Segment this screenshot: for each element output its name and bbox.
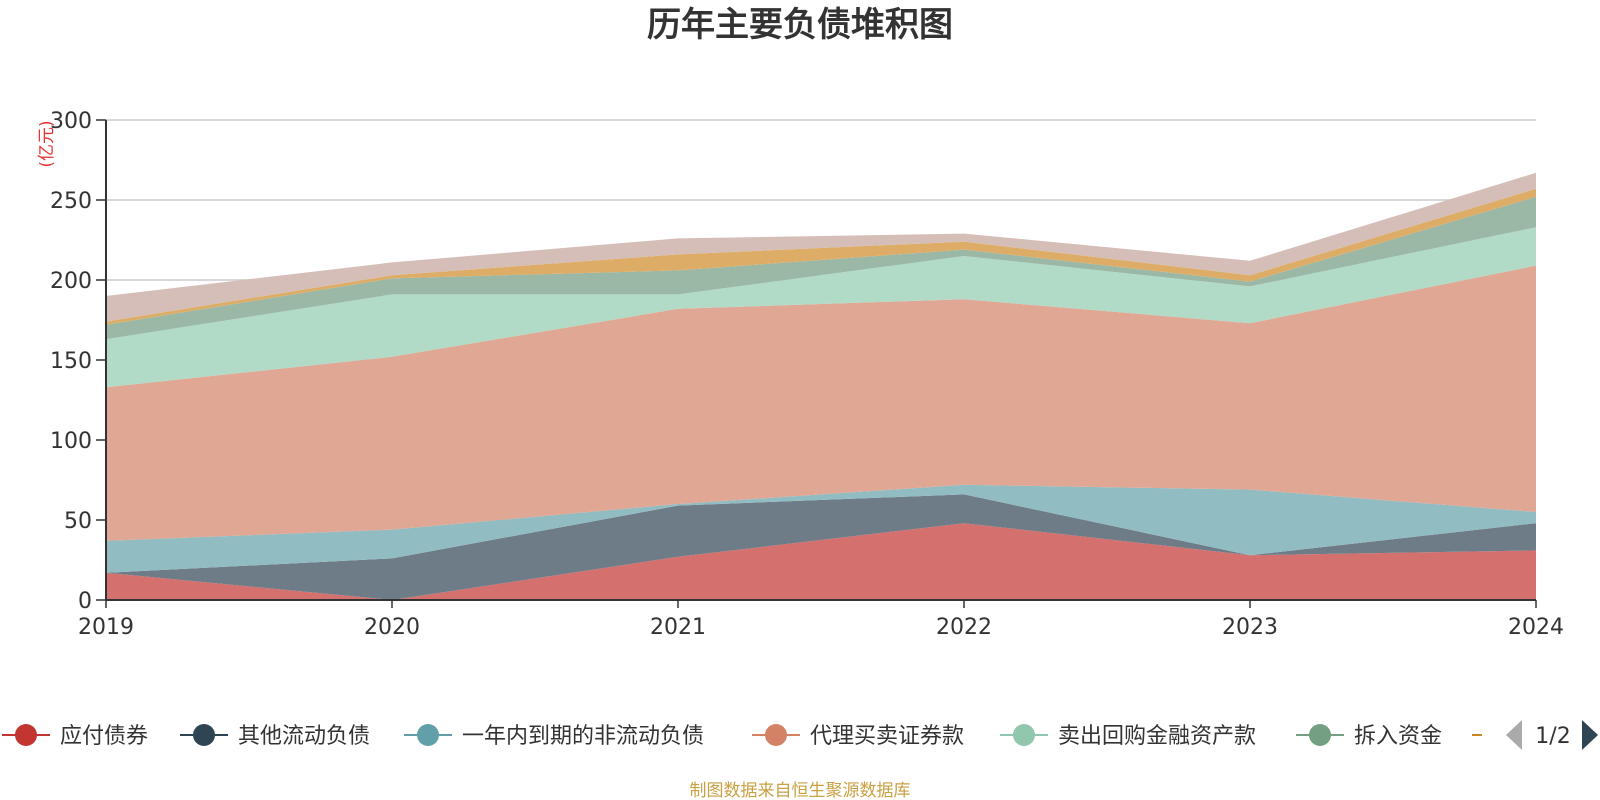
- y-tick-label: 50: [64, 509, 92, 534]
- y-tick-label: 250: [50, 189, 92, 214]
- x-tick-label: 2021: [650, 615, 706, 640]
- area-series-6: [106, 196, 1536, 340]
- legend-marker: [1309, 724, 1331, 746]
- y-tick-label: 150: [50, 349, 92, 374]
- legend-marker: [193, 724, 215, 746]
- legend-label: 拆入资金: [1354, 724, 1442, 749]
- area-series-3: [106, 484, 1536, 573]
- area-series-5: [106, 227, 1536, 388]
- legend-label: 代理买卖证券款: [810, 724, 964, 749]
- legend-item-5[interactable]: 卖出回购金融资产款: [1000, 724, 1256, 749]
- legend-label: 一年内到期的非流动负债: [462, 724, 704, 749]
- area-series-1: [106, 523, 1536, 600]
- x-tick-label: 2019: [78, 615, 134, 640]
- y-tick-label: 200: [50, 269, 92, 294]
- y-tick-label: 0: [78, 589, 92, 614]
- legend-page-indicator: 1/2: [1535, 724, 1570, 749]
- legend-marker: [15, 724, 37, 746]
- area-series-8: [106, 172, 1536, 322]
- legend-prev-icon[interactable]: [1506, 720, 1522, 750]
- legend-label: 应付债券: [60, 724, 148, 749]
- legend-item-2[interactable]: 其他流动负债: [180, 724, 370, 749]
- source-note: 制图数据来自恒生聚源数据库: [690, 781, 911, 800]
- legend-next-icon[interactable]: [1582, 720, 1598, 750]
- area-series-2: [106, 494, 1536, 600]
- legend-item-1[interactable]: 应付债券: [2, 724, 148, 749]
- legend-item-3[interactable]: 一年内到期的非流动负债: [404, 724, 704, 749]
- y-axis-unit: (亿元): [37, 120, 57, 167]
- legend-marker: [417, 724, 439, 746]
- legend-item-6[interactable]: 拆入资金: [1296, 724, 1442, 749]
- area-series-4: [106, 265, 1536, 541]
- legend: 应付债券 其他流动负债 一年内到期的非流动负债 代理买卖证券款 卖出回购金融资产款 拆入资…: [2, 720, 1598, 750]
- area-series-7: [106, 188, 1536, 325]
- legend-marker: [765, 724, 787, 746]
- legend-label: 其他流动负债: [238, 724, 370, 749]
- x-tick-label: 2022: [936, 615, 992, 640]
- legend-marker: [1013, 724, 1035, 746]
- y-tick-label: 300: [50, 109, 92, 134]
- x-tick-label: 2023: [1222, 615, 1278, 640]
- y-tick-label: 100: [50, 429, 92, 454]
- x-tick-label: 2024: [1508, 615, 1564, 640]
- axes: 0 50 100 150 200 250 300 2019 2020 2021 2022 2023 20…: [50, 109, 1564, 640]
- area-layer: [106, 172, 1536, 600]
- legend-label: 卖出回购金融资产款: [1058, 724, 1256, 749]
- chart-title: 历年主要负债堆积图: [647, 5, 953, 45]
- x-tick-label: 2020: [364, 615, 420, 640]
- legend-item-4[interactable]: 代理买卖证券款: [752, 724, 964, 749]
